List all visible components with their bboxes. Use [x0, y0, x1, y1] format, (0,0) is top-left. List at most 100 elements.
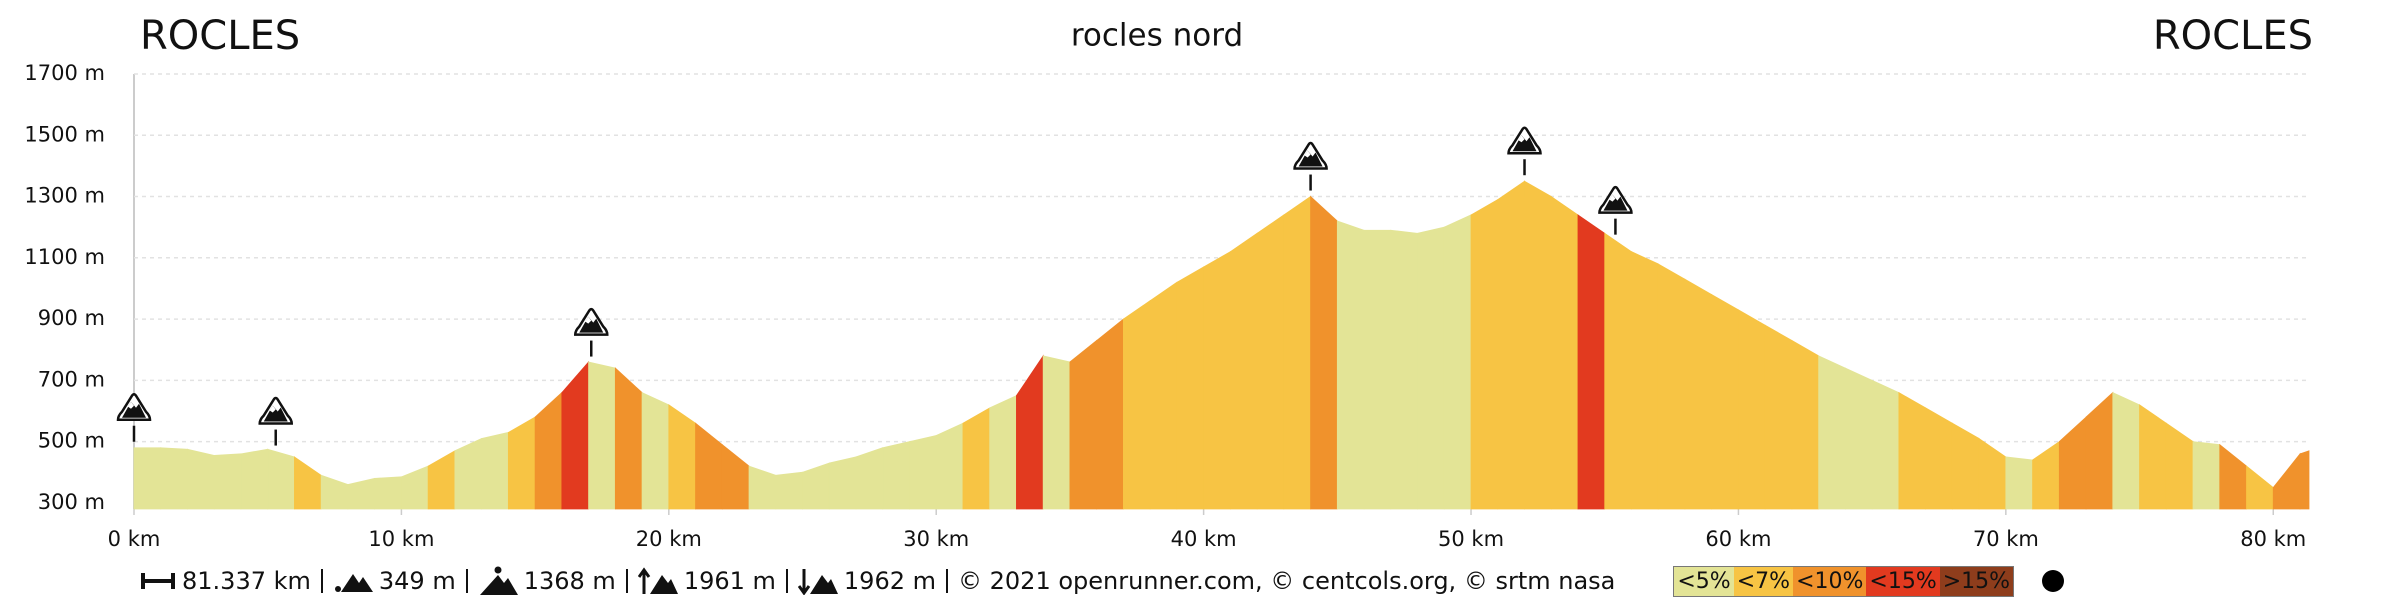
profile-segment: [2005, 456, 2033, 510]
legend-entry: <7%: [1733, 566, 1794, 596]
profile-segment: [1604, 232, 1632, 510]
marker-mountain: [1603, 194, 1628, 211]
profile-segment: [320, 474, 349, 510]
y-tick-label: 300 m: [38, 490, 105, 514]
profile-segment: [1443, 214, 1472, 510]
separator: [465, 569, 468, 593]
profile-segment: [427, 450, 456, 510]
profile-segment: [802, 462, 830, 510]
marker-snow: [1609, 194, 1616, 202]
profile-segment: [2112, 391, 2140, 510]
y-tick-label: 1300 m: [24, 184, 105, 208]
start-label: ROCLES: [140, 13, 300, 59]
profile-segment: [614, 367, 643, 510]
marker-snow: [1304, 150, 1311, 158]
summit-marker: [116, 393, 152, 442]
profile-segment: [721, 443, 750, 510]
profile-segment: [2058, 416, 2087, 510]
profile-segment: [962, 407, 991, 510]
gradient-legend: <5% <7% <10% <15% >15%: [1673, 565, 2015, 597]
descent: 1962 m: [843, 567, 936, 595]
summit-marker: [1507, 126, 1542, 176]
x-tick-label: 10 km: [368, 527, 434, 551]
distance: 81.337 km: [182, 567, 311, 595]
summit-marker: [258, 396, 293, 446]
profile-segment: [1631, 251, 1659, 510]
separator: [625, 569, 628, 593]
credits: © 2021 openrunner.com, © centcols.org, ©…: [958, 567, 1616, 595]
position-dot: [2042, 570, 2065, 592]
profile-segment: [454, 437, 483, 510]
profile-segment: [2299, 450, 2310, 510]
separator: [785, 569, 788, 593]
ascent-icon: [637, 567, 678, 594]
profile-segment: [507, 416, 536, 510]
end-label: ROCLES: [2153, 13, 2313, 59]
max-altitude-icon: [479, 566, 518, 595]
marker-mountain: [263, 405, 288, 422]
summit-marker: [1293, 141, 1328, 191]
separator: [946, 569, 948, 593]
profile-segment: [1844, 367, 1873, 510]
profile-segment: [374, 476, 402, 510]
profile-segment: [1123, 299, 1151, 510]
profile-segment: [1336, 220, 1365, 510]
profile-segment: [1978, 437, 2007, 510]
profile-segment: [1818, 355, 1846, 510]
chart-title: rocles nord: [1071, 18, 1243, 54]
summit-marker: [1598, 185, 1633, 235]
profile-segment: [1229, 232, 1258, 510]
marker-snow: [585, 316, 592, 324]
min-altitude-icon: [334, 574, 373, 592]
profile-segment: [1898, 391, 1927, 510]
profile-segment: [1149, 281, 1178, 510]
profile-segment: [2192, 441, 2221, 510]
marker-snow: [1518, 135, 1525, 143]
marker-mountain: [1298, 150, 1323, 167]
ascent: 1961 m: [683, 567, 776, 595]
profile-segment: [133, 447, 162, 510]
profile-segment: [294, 456, 322, 510]
profile-segment: [1550, 195, 1579, 510]
profile-segment: [2139, 404, 2167, 510]
profile-segment: [1497, 180, 1525, 510]
profile-segment: [1310, 195, 1338, 510]
profile-segment: [1951, 422, 1980, 510]
profile-segment: [561, 360, 589, 510]
max-altitude: 1368 m: [523, 567, 616, 595]
y-tick-label: 1500 m: [24, 122, 105, 146]
profile-segment: [909, 434, 937, 510]
profile-segment: [668, 404, 696, 510]
profile-segment: [935, 422, 964, 510]
x-tick-label: 0 km: [108, 527, 161, 551]
x-tick-label: 60 km: [1705, 527, 1771, 551]
profile-segment: [1069, 339, 1098, 510]
profile-segment: [1738, 309, 1766, 510]
x-tick-label: 50 km: [1438, 527, 1504, 551]
separator: [320, 569, 323, 593]
y-tick-label: 1700 m: [24, 61, 105, 85]
profile-segment: [2032, 440, 2060, 510]
profile-segment: [213, 453, 242, 510]
profile-segment: [855, 447, 884, 510]
legend-entry: >15%: [1939, 566, 2014, 596]
profile-segment: [401, 465, 429, 510]
profile-segment: [1684, 278, 1713, 510]
profile-segment: [695, 422, 723, 510]
profile-segment: [1417, 226, 1445, 510]
marker-snow: [128, 401, 134, 409]
profile-segment: [1577, 214, 1606, 510]
x-tick-label: 40 km: [1171, 527, 1237, 551]
profile-segment: [267, 448, 295, 510]
profile-segment: [2165, 422, 2194, 510]
profile-segment: [240, 448, 269, 510]
x-tick-label: 30 km: [903, 527, 969, 551]
profile-segment: [1176, 266, 1205, 510]
distance-icon: [141, 573, 175, 589]
legend-entry: <5%: [1674, 566, 1734, 596]
profile-segment: [989, 395, 1017, 510]
profile-segment: [1390, 229, 1418, 510]
profile-segment: [1283, 195, 1311, 510]
profile-segment: [1470, 198, 1499, 510]
